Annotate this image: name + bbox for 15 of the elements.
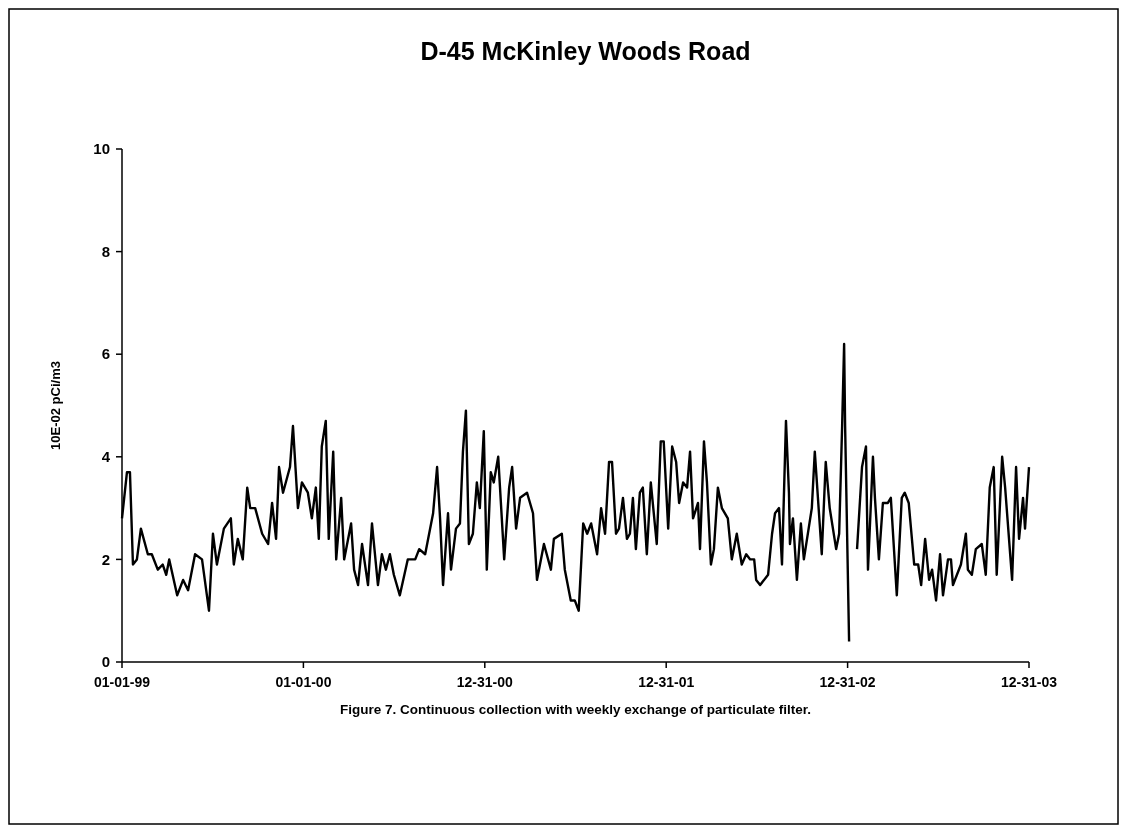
x-tick-label: 12-31-00	[456, 674, 514, 690]
y-tick-label: 4	[101, 448, 111, 466]
x-tick-label: 12-31-02	[819, 674, 876, 690]
y-tick-label: 2	[101, 550, 110, 568]
x-tick-label: 01-01-99	[93, 674, 151, 690]
x-tick-label: 12-31-01	[638, 674, 695, 690]
y-tick-label: 6	[101, 345, 110, 363]
y-tick-label: 10	[93, 140, 110, 158]
caption: Figure 7. Continuous collection with weekly exchange of particulate filter.	[339, 702, 812, 717]
y-axis-title: 10E-02 pCi/m3	[48, 361, 63, 450]
chart-title: D-45 McKinley Woods Road	[420, 37, 751, 65]
x-tick-label: 01-01-00	[275, 674, 332, 690]
x-tick-label: 12-31-03	[1000, 674, 1058, 690]
y-tick-label: 8	[101, 242, 110, 260]
y-tick-label: 0	[101, 653, 110, 671]
